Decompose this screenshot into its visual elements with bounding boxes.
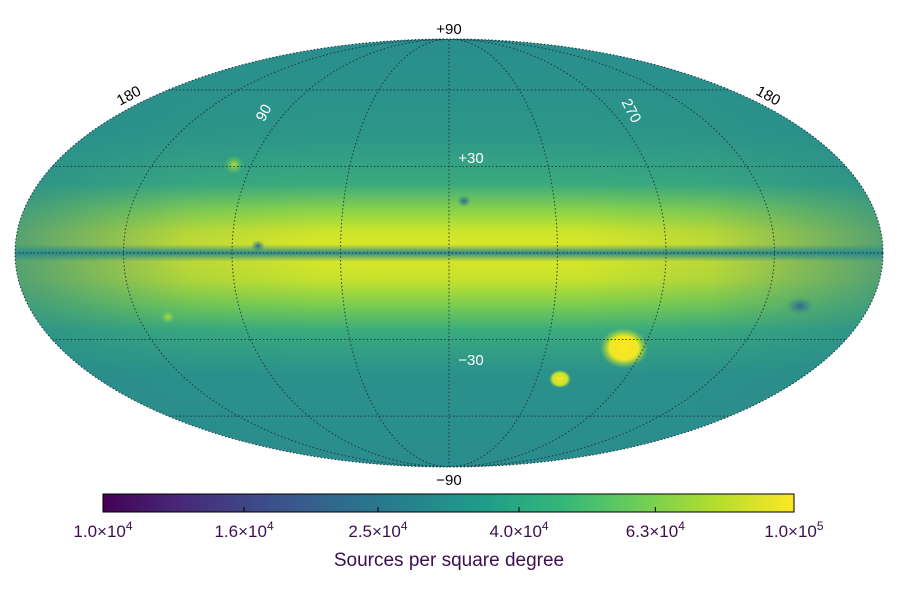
meridian-line [448,39,667,467]
colorbar: 1.0×104 1.6×104 2.5×104 4.0×104 6.3×104 1.0×1… [73,493,824,571]
sky-map [15,39,883,467]
graticule [15,39,883,467]
colorbar-ticks: 1.0×104 1.6×104 2.5×104 4.0×104 6.3×104 1.0×1… [73,507,824,541]
meridian-line [231,39,450,467]
colorbar-tick-label: 1.6×104 [214,519,273,541]
dark-spot-upper [457,195,471,207]
low-density-patch [786,297,814,315]
meridian-line [122,39,450,467]
colorbar-tick-label: 4.0×104 [489,519,548,541]
lat-label-plus30: +30 [458,150,483,167]
meridian-line [448,39,776,467]
meridian-line [339,39,450,467]
colorbar-tick-label: 1.0×105 [764,519,823,541]
lmc-blob [600,328,648,368]
colorbar-title: Sources per square degree [334,550,564,571]
lat-label-minus30: −30 [458,352,483,369]
colorbar-tick-label: 1.0×104 [73,519,132,541]
cluster-blob-upper [224,155,244,175]
map-outline [14,38,884,468]
colorbar-tick-label: 6.3×104 [626,519,685,541]
colorbar-tick-label: 2.5×104 [348,519,407,541]
smc-blob [549,370,571,388]
dark-spot-plane [251,240,265,252]
meridian-line [448,39,559,467]
cluster-blob-lower [160,310,176,324]
colorbar-gradient [102,493,795,513]
lat-label-minus90: −90 [436,472,461,489]
lon-label-90: 90 [253,102,276,125]
lat-label-plus90: +90 [436,21,461,38]
